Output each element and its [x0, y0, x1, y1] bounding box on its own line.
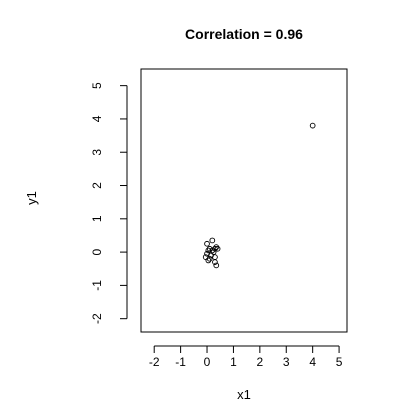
x-tick-label: 1: [230, 355, 237, 369]
y-tick-label: -1: [90, 280, 104, 291]
data-point: [209, 237, 216, 244]
x-tick-label: 3: [283, 355, 290, 369]
y-tick-label: 3: [90, 149, 104, 156]
data-point: [206, 255, 213, 262]
x-axis: -2 -1 0 1 2 3 4 5: [149, 345, 343, 369]
data-point: [205, 257, 212, 264]
x-tick-label: 5: [336, 355, 343, 369]
y-tick-label: -2: [90, 313, 104, 324]
y-tick-label: 5: [90, 82, 104, 89]
plot-area-frame: [140, 68, 348, 333]
data-point: [213, 262, 220, 269]
y-axis-label: y1: [24, 191, 39, 205]
data-point: [213, 244, 220, 250]
y-tick-label: 4: [90, 115, 104, 122]
chart-title: Correlation = 0.96: [185, 26, 303, 42]
x-tick-label: 2: [257, 355, 264, 369]
x-tick-label: -1: [175, 355, 186, 369]
x-tick-label: -2: [149, 355, 160, 369]
data-point: [205, 247, 212, 254]
y-tick-label: 2: [90, 182, 104, 189]
data-point: [309, 122, 316, 129]
y-tick-label: 0: [90, 248, 104, 255]
x-tick-label: 4: [309, 355, 316, 369]
x-tick-label: 0: [204, 355, 211, 369]
data-point: [214, 245, 221, 252]
data-point: [209, 247, 216, 254]
data-point: [204, 240, 210, 247]
y-tick-label: 1: [90, 215, 104, 222]
data-points: [202, 122, 316, 269]
y-axis: -2 -1 0 1 2 3 4 5: [90, 82, 128, 324]
x-axis-label: x1: [237, 387, 251, 402]
data-point: [212, 259, 218, 265]
